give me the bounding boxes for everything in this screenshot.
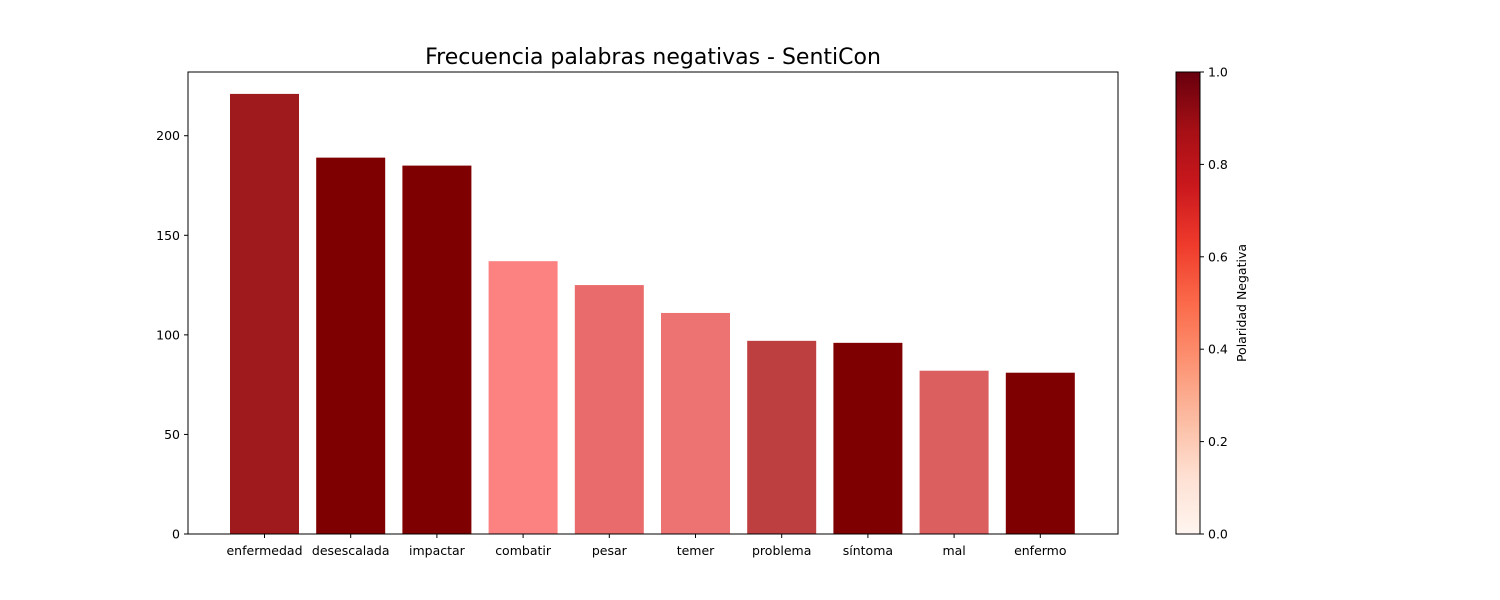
bar-temer [661,312,730,534]
chart-title: Frecuencia palabras negativas - SentiCon [425,45,881,70]
colorbar-label: Polaridad Negativa [1234,244,1249,362]
colorbar-tick-label: 0.6 [1208,249,1228,264]
x-tick-label: temer [677,543,715,558]
x-tick-label: impactar [409,543,466,558]
x-tick-label: combatir [495,543,552,558]
colorbar-tick-label: 0.0 [1208,527,1228,542]
y-axis: 0 50 100 150 200 [156,128,188,542]
x-tick-label: enfermedad [226,543,302,558]
colorbar-tick-label: 1.0 [1208,65,1228,80]
x-tick-label: pesar [592,543,628,558]
bar-impactar [402,165,472,534]
bar-síntoma [833,342,903,534]
plot-frame [187,71,1119,535]
colorbar-tick-label: 0.8 [1208,157,1228,172]
y-tick-label: 0 [172,527,180,542]
y-tick-label: 200 [156,128,180,143]
colorbar-tick-label: 0.2 [1208,434,1228,449]
bars-group [230,93,1075,534]
x-tick-label: síntoma [843,543,893,558]
y-tick-label: 50 [164,427,180,442]
x-tick-label: problema [752,543,811,558]
bar-combatir [488,261,558,534]
colorbar: 0.0 0.2 0.4 0.6 0.8 1.0 Polaridad Negativa [1175,65,1249,542]
x-tick-label: desescalada [312,543,390,558]
bar-desescalada [316,157,386,534]
bar-enfermedad [230,93,299,534]
bar-enfermo [1005,372,1075,534]
colorbar-gradient [1175,71,1201,535]
bar-pesar [574,285,644,534]
x-axis: enfermedad desescalada impactar combatir pes… [226,534,1067,558]
y-tick-label: 100 [156,327,180,342]
colorbar-ticks: 0.0 0.2 0.4 0.6 0.8 1.0 [1200,65,1228,542]
x-tick-label: enfermo [1014,543,1066,558]
x-tick-label: mal [942,543,965,558]
bar-mal [919,370,989,534]
colorbar-tick-label: 0.4 [1208,342,1228,357]
bar-problema [747,340,817,534]
y-tick-label: 150 [156,228,180,243]
